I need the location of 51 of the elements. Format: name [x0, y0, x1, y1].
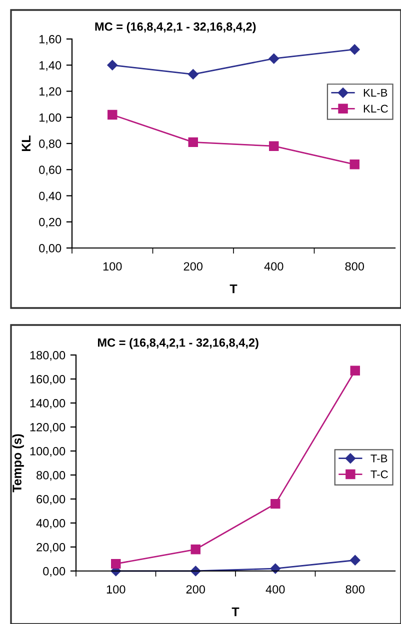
y-tick-label: 0,60 [39, 166, 62, 176]
point [188, 69, 198, 80]
legend-label: KL-C [364, 104, 388, 113]
x-axis-title: T [230, 284, 238, 294]
x-tick-label: 400 [264, 262, 284, 271]
point [188, 137, 198, 148]
point [350, 44, 360, 55]
y-tick-label: 0,80 [39, 140, 62, 150]
y-tick-label: 1,20 [40, 87, 62, 98]
x-tick-label: 800 [346, 585, 365, 594]
point [108, 110, 118, 120]
y-tick-label: 140,00 [30, 399, 66, 409]
y-tick-label: 1,60 [40, 35, 62, 45]
point [107, 60, 118, 70]
legend-label: T-C [370, 470, 388, 478]
y-tick-label: 180,00 [30, 351, 66, 361]
point [350, 366, 360, 376]
y-tick-label: 100,00 [30, 447, 66, 457]
y-tick-label: 160,00 [30, 375, 66, 385]
x-axis-title: T [232, 607, 240, 616]
y-tick-label: 0,00 [43, 567, 66, 577]
legend-label: KL-B [364, 88, 388, 97]
y-tick-label: 20,00 [36, 543, 66, 553]
point [350, 160, 360, 170]
chart-title: MC = (16,8,4,2,1 - 32,16,8,4,2) [98, 338, 258, 350]
y-tick-label: 1,40 [40, 61, 62, 71]
point [270, 498, 280, 509]
y-tick-label: 80,00 [36, 471, 66, 481]
x-tick-label: 100 [103, 262, 122, 271]
point [270, 563, 280, 574]
y-tick-label: 0,40 [39, 192, 62, 202]
chart-title: MC = (16,8,4,2,1 - 32,16,8,4,2) [95, 22, 256, 34]
point [269, 141, 279, 151]
x-tick-label: 200 [186, 585, 206, 594]
x-tick-label: 800 [345, 262, 364, 271]
y-tick-label: 0,20 [39, 218, 62, 228]
y-tick-label: 120,00 [30, 423, 66, 433]
y-tick-label: 60,00 [36, 495, 66, 505]
y-axis-title: Tempo (s) [12, 434, 24, 492]
y-tick-label: 40,00 [36, 519, 66, 529]
legend-label: T-B [370, 454, 388, 462]
point [111, 558, 121, 569]
y-axis-title: KL [22, 136, 30, 151]
point [350, 555, 360, 566]
point [268, 53, 279, 64]
y-tick-label: 0,00 [39, 244, 62, 254]
point [190, 544, 200, 554]
x-tick-label: 200 [184, 262, 203, 271]
x-tick-label: 400 [266, 585, 285, 594]
x-tick-label: 100 [106, 585, 126, 594]
y-tick-label: 1,00 [40, 113, 62, 124]
